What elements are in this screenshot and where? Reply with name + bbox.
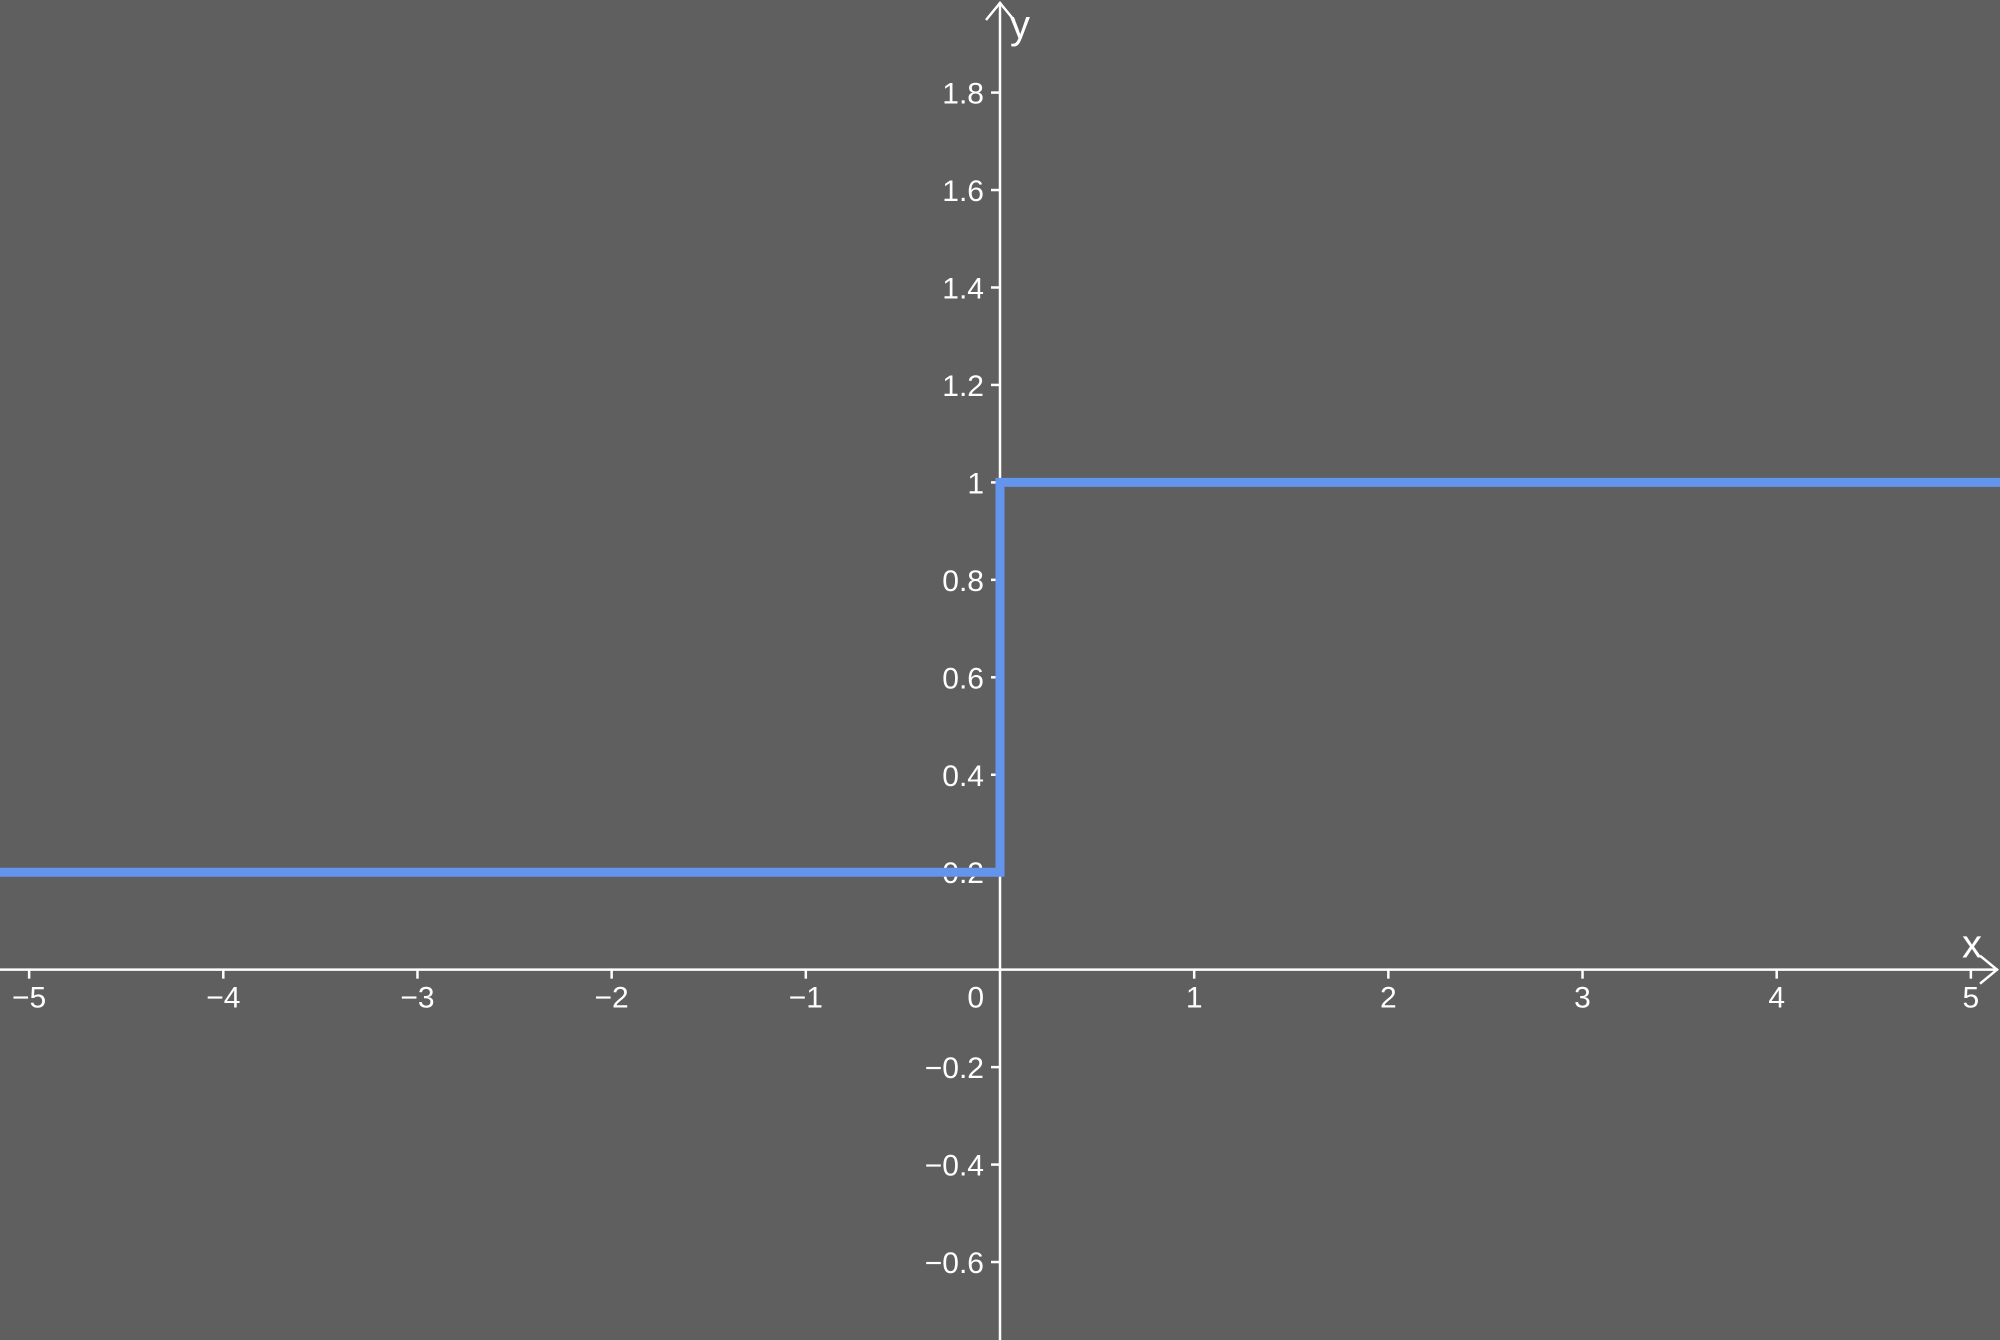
x-tick-label: 2 [1380,982,1397,1015]
y-tick-label: 1.6 [942,175,984,208]
ticks-group: −5 −4 −3 −2 −1 0 1 2 3 4 5−0.6−0.4−0.20.20.40.60.8… [12,78,1979,1280]
y-tick-label: 1.4 [942,272,984,305]
y-axis-title: y [1010,3,1030,47]
x-tick-label: −1 [789,982,823,1015]
x-tick-label: 1 [1186,982,1203,1015]
y-tick-label: 0.8 [942,565,984,598]
x-axis-title: x [1962,923,1982,967]
series-group [0,477,2000,877]
y-tick-label: 1.2 [942,370,984,403]
step-series-line [0,477,2000,877]
y-tick-label: 1 [967,467,984,500]
y-tick-label: 1.8 [942,78,984,111]
y-tick-label: −0.6 [925,1247,984,1280]
y-tick-label: −0.2 [925,1052,984,1085]
y-tick-label: −0.4 [925,1150,984,1183]
x-tick-label: −4 [206,982,240,1015]
y-tick-label: 0.6 [942,662,984,695]
x-axis-arrow-icon [1979,954,1999,985]
x-tick-label: 4 [1768,982,1785,1015]
x-tick-label: 0 [967,982,984,1015]
y-axis-arrow-icon [985,1,1015,21]
x-tick-label: −5 [12,982,46,1015]
x-tick-label: 3 [1574,982,1591,1015]
y-tick-label: 0.4 [942,760,984,793]
x-tick-label: 5 [1963,982,1980,1015]
x-tick-label: −3 [400,982,434,1015]
x-tick-label: −2 [595,982,629,1015]
